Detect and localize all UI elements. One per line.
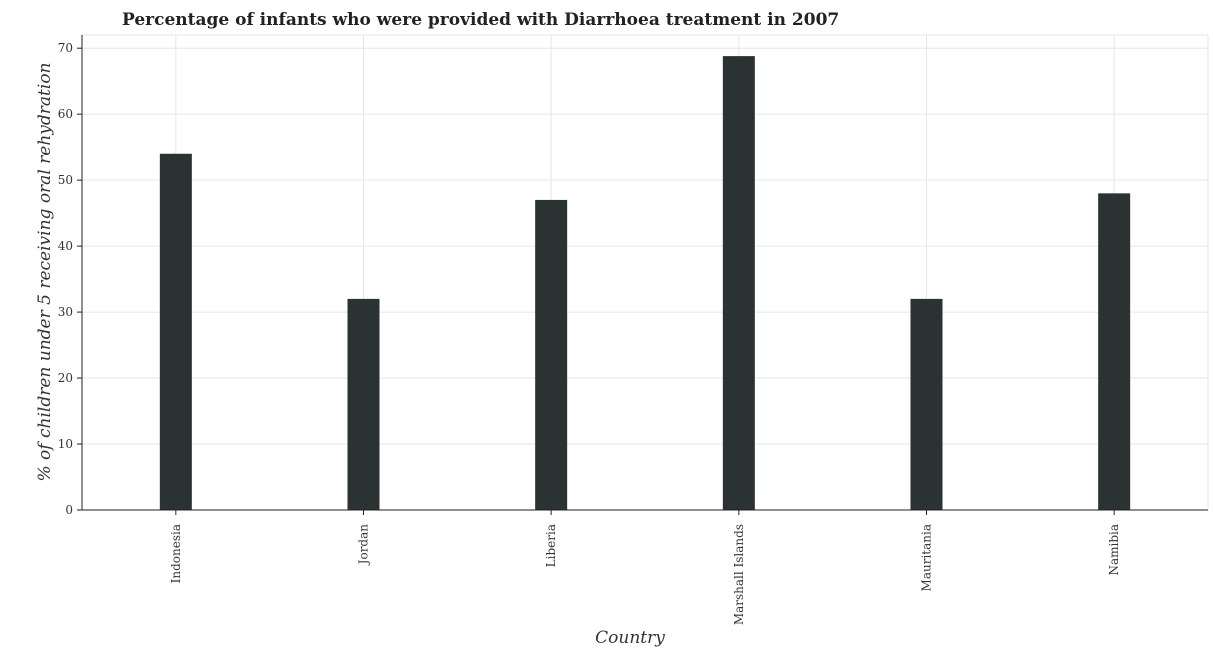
y-tick-label: 20 (58, 371, 73, 385)
bar-jordan (347, 298, 380, 510)
x-tick-label: Indonesia (169, 524, 183, 583)
y-axis-label: % of children under 5 receiving oral reh… (35, 63, 55, 482)
axes (77, 35, 1208, 515)
bar-marshall-islands (722, 56, 755, 510)
y-tick-label: 40 (58, 239, 73, 253)
y-tick-label: 60 (58, 107, 73, 121)
x-tick-label: Namibia (1107, 524, 1121, 576)
bars (159, 56, 1131, 511)
x-tick-labels: Indonesia Jordan Liberia Marshall Islands Ma… (169, 524, 1121, 625)
y-tick-label: 0 (65, 503, 73, 517)
chart-title: Percentage of infants who were provided … (122, 10, 839, 30)
x-tick-label: Mauritania (920, 524, 934, 591)
bar-namibia (1098, 193, 1131, 511)
x-tick-label: Liberia (544, 524, 558, 567)
y-tick-labels: 0 10 20 30 40 50 60 70 (58, 41, 73, 517)
bar-indonesia (159, 153, 192, 510)
x-tick-label: Marshall Islands (732, 524, 746, 625)
y-tick-label: 30 (58, 305, 73, 319)
bar-liberia (535, 199, 568, 511)
bar-mauritania (910, 298, 943, 510)
grid-lines (82, 34, 1209, 511)
y-tick-label: 70 (58, 41, 73, 55)
y-tick-label: 10 (58, 437, 73, 451)
x-tick-label: Jordan (357, 524, 371, 567)
y-tick-label: 50 (58, 173, 73, 187)
x-axis-label: Country (595, 628, 665, 648)
